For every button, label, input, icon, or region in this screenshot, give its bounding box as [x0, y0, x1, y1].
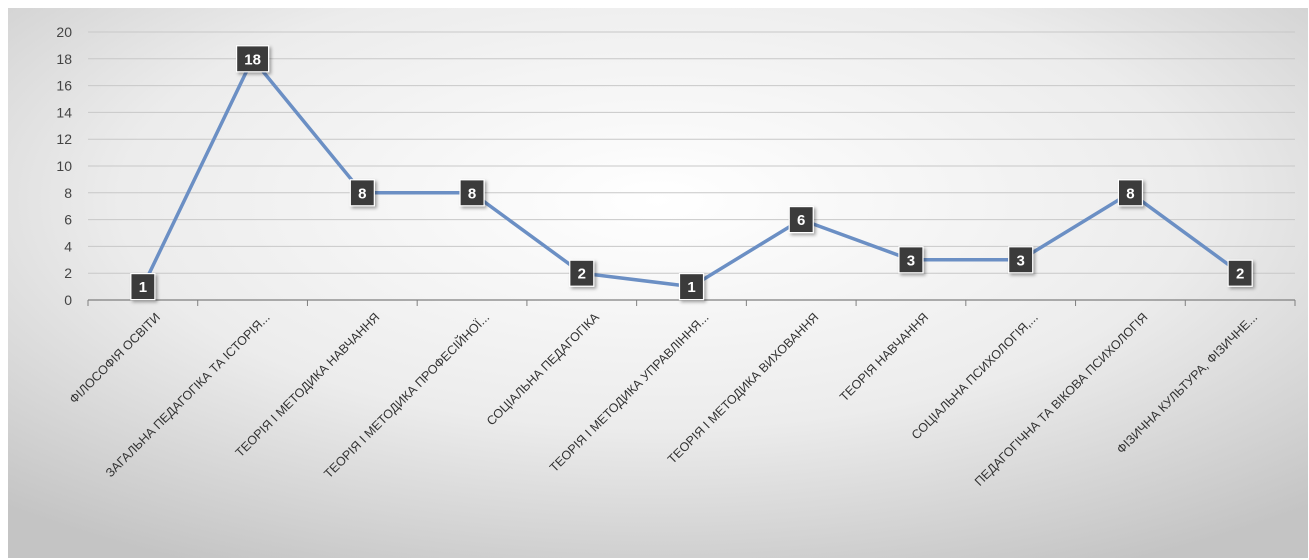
- data-label: 3: [898, 246, 924, 274]
- data-label-box: [459, 179, 485, 207]
- y-axis-tick-labels: 0 2 4 6 8 10 12 14 16 18 20: [56, 24, 72, 308]
- y-tick-label: 0: [64, 292, 72, 308]
- y-tick-label: 16: [56, 78, 72, 94]
- data-label-box: [569, 259, 595, 287]
- data-label-box: [235, 45, 270, 73]
- data-label: 2: [1227, 259, 1253, 287]
- y-tick-label: 4: [64, 238, 72, 254]
- data-label-text: 2: [578, 266, 586, 283]
- data-label: 8: [349, 179, 375, 207]
- data-label: 18: [235, 45, 270, 73]
- gridlines: [88, 31, 1295, 274]
- y-tick-label: 10: [56, 158, 72, 174]
- data-label-box: [1008, 246, 1034, 274]
- data-label-box: [678, 273, 705, 301]
- data-label-box: [349, 179, 375, 207]
- data-label: 8: [1117, 179, 1144, 207]
- data-label-text: 3: [1017, 252, 1025, 269]
- data-label-text: 18: [244, 51, 261, 68]
- y-tick-label: 6: [64, 212, 72, 228]
- data-label-box: [1117, 179, 1144, 207]
- y-tick-label: 2: [64, 265, 72, 281]
- data-label-box: [788, 206, 814, 234]
- y-tick-label: 8: [64, 185, 72, 201]
- data-label: 2: [569, 259, 595, 287]
- data-label-text: 6: [797, 212, 805, 229]
- data-label: 1: [678, 273, 705, 301]
- y-tick-label: 18: [56, 51, 72, 67]
- y-tick-label: 20: [56, 24, 72, 40]
- y-tick-label: 14: [56, 104, 72, 120]
- data-label-text: 8: [468, 185, 476, 202]
- data-label-text: 1: [687, 279, 695, 296]
- data-label: 8: [459, 179, 485, 207]
- data-labels: 1 18 8 8 2 1 6 3 3 8 2: [130, 45, 1253, 301]
- y-tick-label: 12: [56, 131, 72, 147]
- data-label-text: 2: [1236, 266, 1244, 283]
- data-label-box: [898, 246, 924, 274]
- data-label-text: 8: [1126, 185, 1134, 202]
- data-label: 1: [130, 273, 156, 301]
- data-label-text: 8: [358, 185, 366, 202]
- data-label-text: 1: [139, 279, 147, 296]
- data-label: 3: [1008, 246, 1034, 274]
- data-label-box: [1227, 259, 1253, 287]
- data-label-box: [130, 273, 156, 301]
- data-label-text: 3: [907, 252, 915, 269]
- data-label: 6: [788, 206, 814, 234]
